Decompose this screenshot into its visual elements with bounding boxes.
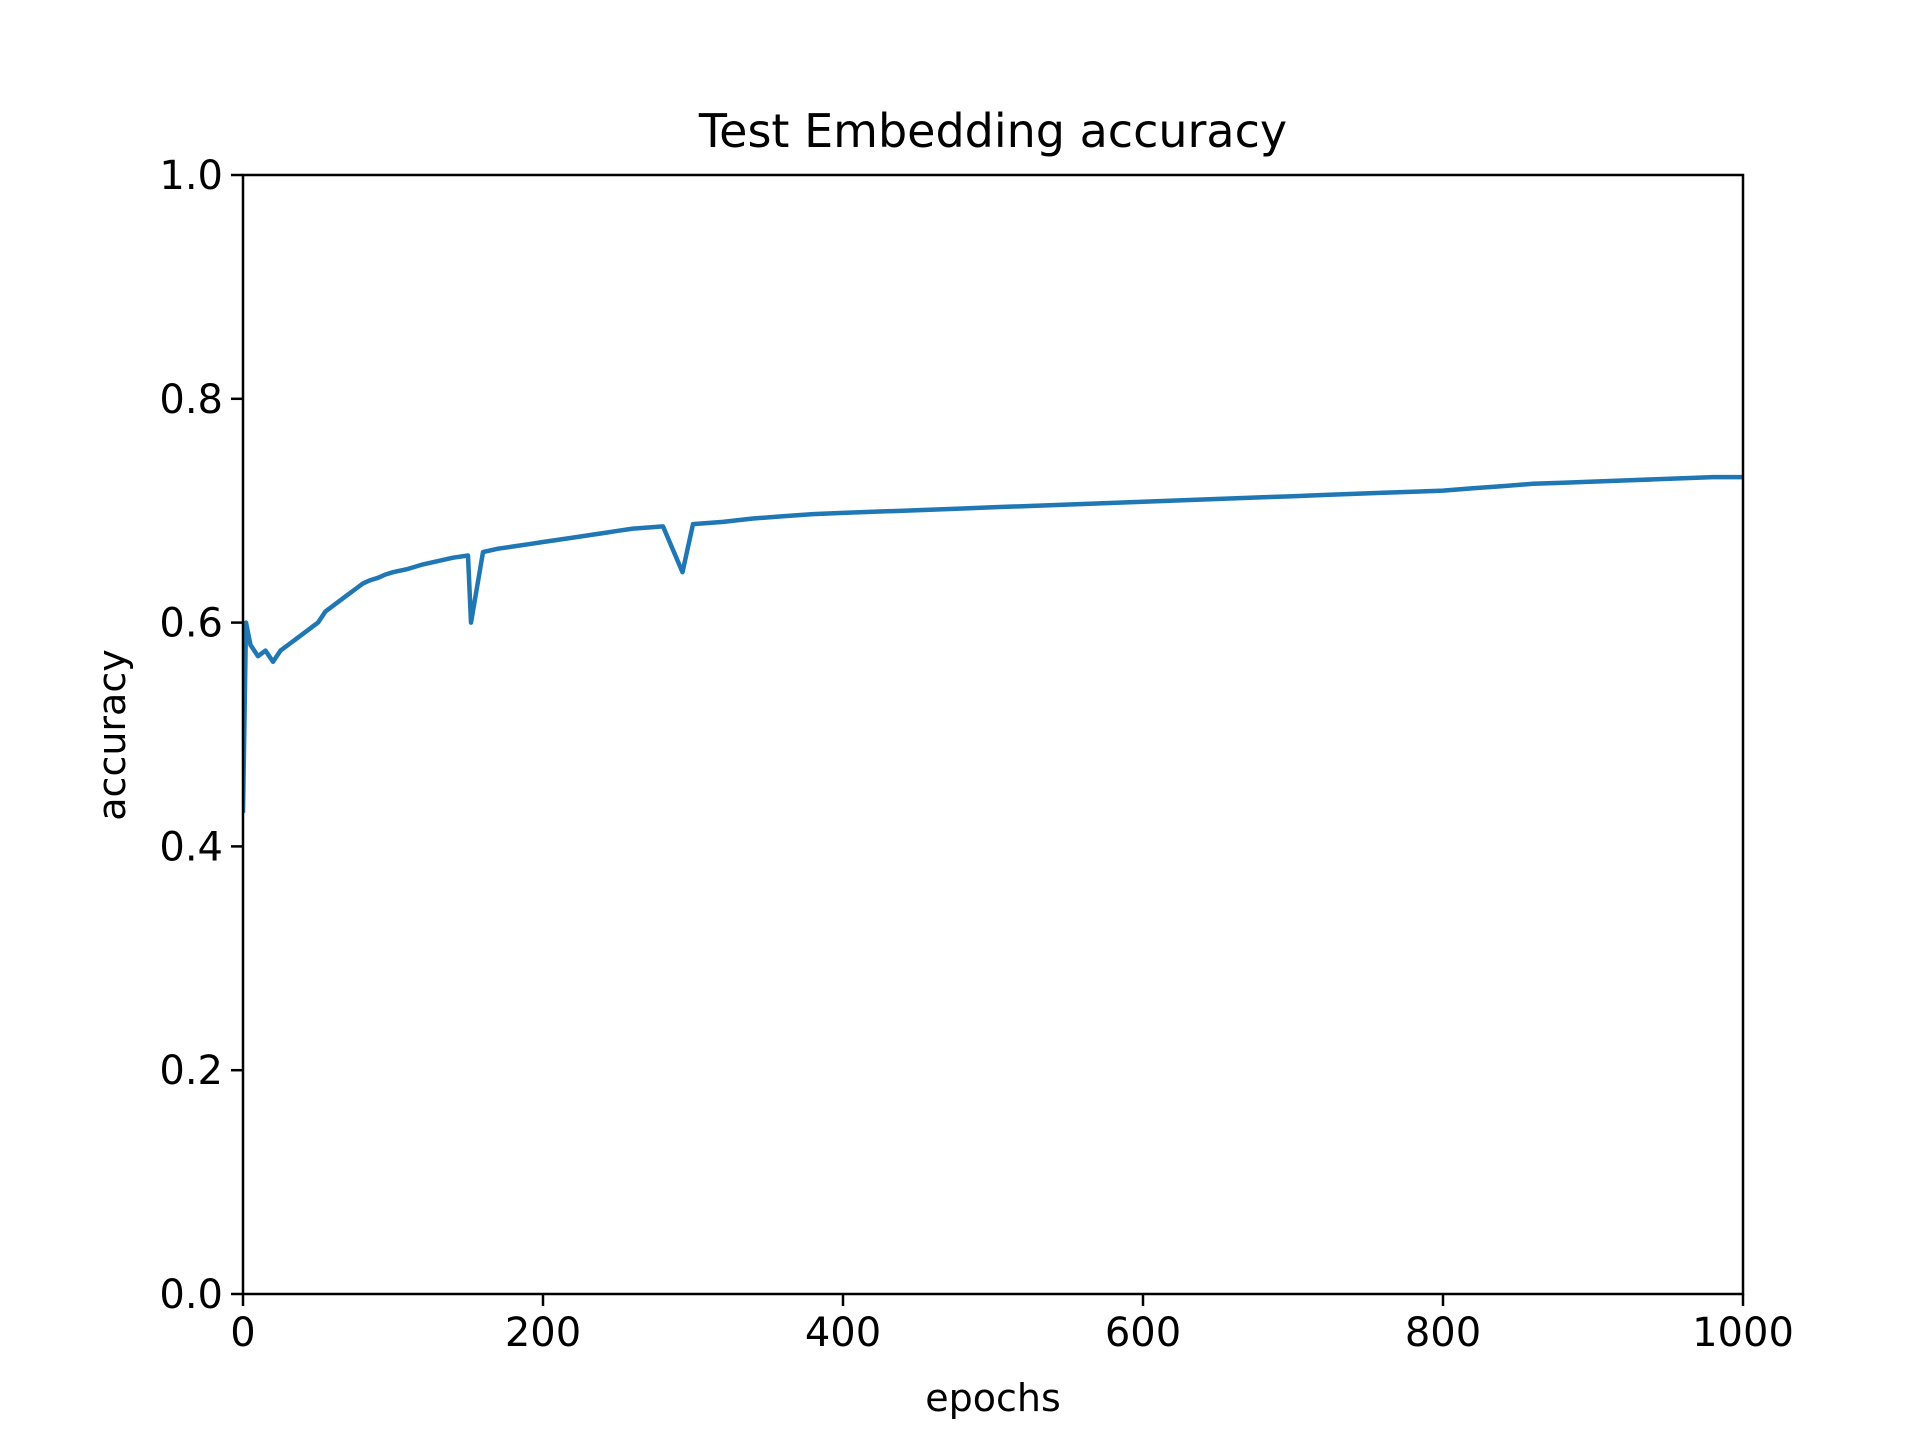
y-tick-label: 0.2 [159,1048,223,1094]
x-tick-label: 0 [230,1310,255,1356]
series-layer [243,474,1743,813]
y-tick-label: 0.0 [159,1272,223,1318]
x-axis: 0 200 400 600 800 1000 [230,1294,1794,1356]
y-tick-label: 0.4 [159,824,223,870]
y-tick-label: 0.8 [159,377,223,423]
y-axis-label: accuracy [90,649,134,820]
x-tick-label: 200 [505,1310,581,1356]
y-tick-label: 0.6 [159,601,223,647]
chart-title: Test Embedding accuracy [698,104,1287,158]
x-tick-label: 1000 [1692,1310,1794,1356]
plot-area [241,173,1745,1296]
x-tick-label: 800 [1405,1310,1481,1356]
x-tick-label: 600 [1105,1310,1181,1356]
series-line-0 [243,474,1743,813]
y-axis: 0.0 0.2 0.4 0.6 0.8 1.0 [159,153,243,1318]
x-tick-label: 400 [805,1310,881,1356]
axes-frame [241,173,1745,1296]
y-tick-label: 1.0 [159,153,223,199]
x-axis-label: epochs [925,1376,1061,1420]
